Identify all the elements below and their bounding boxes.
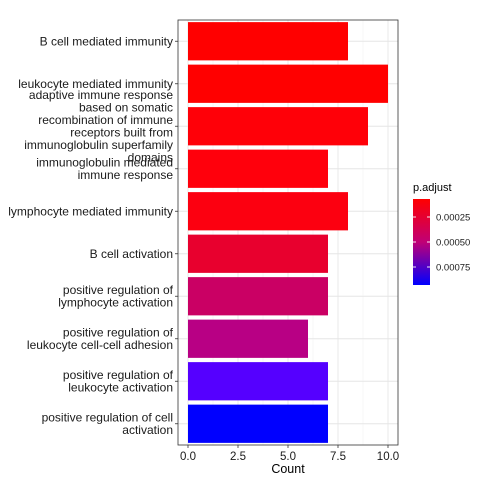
bar (188, 22, 348, 61)
legend-colorbar (413, 199, 430, 285)
y-tick-label-line: domains (128, 151, 173, 165)
y-tick-label: lymphocyte mediated immunity (8, 204, 173, 218)
y-tick-label-line: positive regulation of cell (42, 411, 173, 425)
y-tick-label-line: lymphocyte mediated immunity (8, 204, 173, 218)
y-tick-label-line: lymphocyte activation (58, 296, 173, 310)
x-axis-ticks: 0.0 2.5 5.0 7.5 10.0 (180, 445, 399, 463)
x-tick-label: 2.5 (230, 451, 246, 463)
y-tick-label-line: adaptive immune response (29, 88, 173, 102)
y-tick-label: positive regulation of cell activation (42, 411, 173, 438)
x-tick-label: 7.5 (330, 451, 346, 463)
y-tick-label-line: leukocyte cell-cell adhesion (27, 338, 173, 352)
bar (188, 149, 328, 188)
bar (188, 319, 308, 358)
x-tick-label: 5.0 (280, 451, 296, 463)
x-tick-label: 0.0 (180, 451, 196, 463)
y-tick-label-line: positive regulation of (63, 326, 174, 340)
y-tick-label: positive regulation of leukocyte activati… (63, 368, 174, 395)
bars (188, 22, 388, 443)
y-tick-label-line: immunoglobulin superfamily (24, 138, 173, 152)
bar (188, 404, 328, 443)
x-axis-title: Count (271, 462, 305, 476)
legend-tick-label: 0.00025 (436, 213, 470, 224)
y-tick-label: B cell mediated immunity (40, 34, 173, 48)
bar (188, 64, 388, 103)
y-tick-label-line: leukocyte mediated immunity (18, 77, 173, 91)
bar (188, 234, 328, 273)
y-tick-label: leukocyte mediated immunity (18, 77, 173, 91)
x-tick-label: 10.0 (377, 451, 399, 463)
bar (188, 192, 348, 231)
y-tick-label: adaptive immune response based on somatic… (24, 88, 173, 165)
legend-tick-label: 0.00050 (436, 238, 470, 249)
y-tick-label-line: B cell mediated immunity (40, 34, 173, 48)
bar (188, 277, 328, 316)
y-tick-label-line: receptors built from (70, 126, 173, 140)
bar (188, 362, 328, 401)
bar (188, 107, 368, 146)
y-tick-label-line: positive regulation of (63, 283, 174, 297)
y-axis-labels: B cell mediated immunity leukocyte mediat… (8, 34, 178, 437)
y-tick-label: positive regulation of leukocyte cell-cel… (27, 326, 174, 353)
y-tick-label-line: immunoglobulin mediated (36, 156, 173, 170)
legend-ticks: 0.00025 0.00050 0.00075 (413, 213, 470, 274)
y-tick-label-line: positive regulation of (63, 368, 174, 382)
y-tick-label-line: based on somatic (79, 101, 173, 115)
y-tick-label-line: activation (122, 423, 173, 437)
legend-title: p.adjust (413, 182, 452, 194)
y-tick-label-line: recombination of immune (38, 113, 173, 127)
legend: p.adjust 0.00025 0.00050 0.00075 (413, 182, 470, 285)
y-tick-label: B cell activation (90, 247, 173, 261)
y-tick-label-line: B cell activation (90, 247, 173, 261)
y-tick-label-line: leukocyte activation (68, 381, 173, 395)
y-tick-label-line: immune response (78, 168, 174, 182)
y-tick-label: immunoglobulin mediated immune response (36, 156, 173, 183)
y-tick-label: positive regulation of lymphocyte activat… (58, 283, 173, 310)
legend-tick-label: 0.00075 (436, 263, 470, 274)
